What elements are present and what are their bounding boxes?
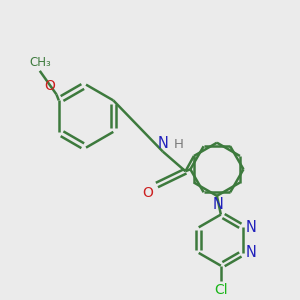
Text: N: N — [158, 136, 168, 151]
Text: H: H — [174, 138, 184, 151]
Text: N: N — [212, 197, 223, 212]
Text: O: O — [45, 80, 56, 94]
Text: Cl: Cl — [214, 284, 228, 297]
Text: N: N — [246, 220, 257, 235]
Text: O: O — [142, 186, 153, 200]
Text: CH₃: CH₃ — [29, 56, 51, 69]
Text: N: N — [246, 245, 257, 260]
